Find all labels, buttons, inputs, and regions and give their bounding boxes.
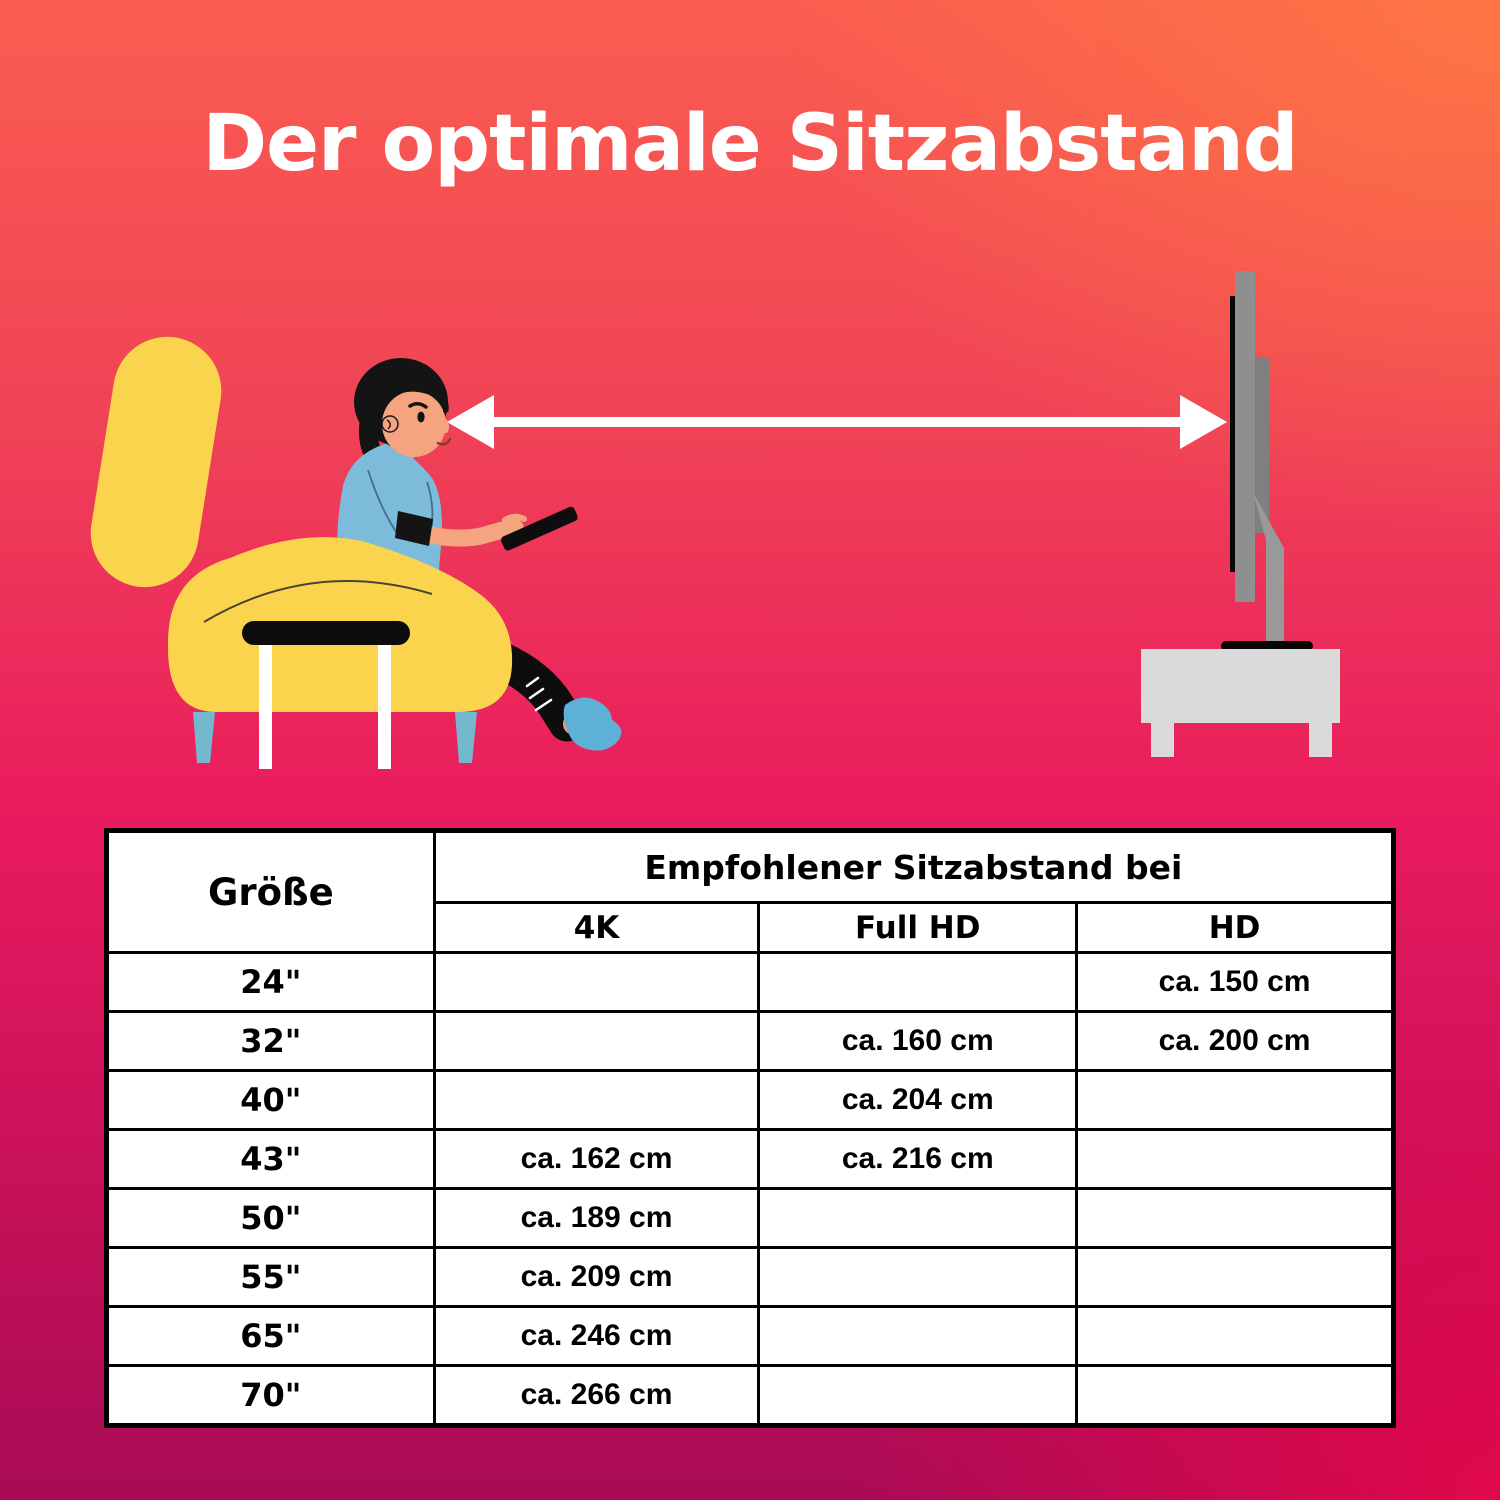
table-row: 50" ca. 189 cm — [105, 1186, 1395, 1249]
column-header-fullhd: Full HD — [757, 901, 1079, 954]
side-table — [242, 621, 410, 769]
size-cell: 24" — [105, 951, 436, 1013]
sock — [563, 697, 622, 751]
size-cell: 50" — [105, 1186, 436, 1249]
table-row: 43" ca. 162 cm ca. 216 cm — [105, 1127, 1395, 1190]
distance-cell — [1075, 1245, 1395, 1308]
chair-leg — [455, 712, 477, 763]
table-row: 40" ca. 204 cm — [105, 1068, 1395, 1131]
size-cell: 70" — [105, 1363, 436, 1428]
distance-cell: ca. 160 cm — [757, 1009, 1079, 1072]
sitzabstand-table-container: Größe Empfohlener Sitzabstand bei 4K Ful… — [104, 828, 1396, 1428]
distance-cell: ca. 216 cm — [757, 1127, 1079, 1190]
distance-cell — [1075, 1304, 1395, 1367]
distance-cell — [432, 951, 761, 1013]
distance-cell: ca. 200 cm — [1075, 1009, 1395, 1072]
distance-cell — [757, 1245, 1079, 1308]
chair-leg — [193, 712, 215, 763]
size-cell: 32" — [105, 1009, 436, 1072]
distance-cell: ca. 150 cm — [1075, 951, 1395, 1013]
tv-screen-edge — [1230, 296, 1235, 572]
person-on-armchair-illustration — [90, 336, 622, 769]
column-header-groesse: Größe — [105, 829, 436, 954]
table-row: 24" ca. 150 cm — [105, 951, 1395, 1013]
distance-cell — [1075, 1127, 1395, 1190]
distance-arrow-icon — [447, 395, 1227, 449]
table-row: 32" ca. 160 cm ca. 200 cm — [105, 1009, 1395, 1072]
column-header-hd: HD — [1075, 901, 1395, 954]
size-cell: 65" — [105, 1304, 436, 1367]
distance-cell — [757, 1304, 1079, 1367]
distance-cell: ca. 266 cm — [432, 1363, 761, 1428]
distance-cell: ca. 162 cm — [432, 1127, 761, 1190]
size-cell: 40" — [105, 1068, 436, 1131]
column-header-4k: 4K — [432, 901, 761, 954]
table-row: 70" ca. 266 cm — [105, 1363, 1395, 1428]
size-cell: 55" — [105, 1245, 436, 1308]
table-row: 65" ca. 246 cm — [105, 1304, 1395, 1367]
distance-cell: ca. 246 cm — [432, 1304, 761, 1367]
column-group-header: Empfohlener Sitzabstand bei — [432, 829, 1396, 904]
distance-cell — [757, 951, 1079, 1013]
size-cell: 43" — [105, 1127, 436, 1190]
tv-cabinet — [1141, 649, 1340, 723]
distance-cell: ca. 209 cm — [432, 1245, 761, 1308]
illustration-scene — [90, 271, 1340, 769]
sitzabstand-table: Größe Empfohlener Sitzabstand bei 4K Ful… — [104, 828, 1396, 1428]
distance-cell — [1075, 1186, 1395, 1249]
distance-cell — [1075, 1363, 1395, 1428]
distance-cell: ca. 204 cm — [757, 1068, 1079, 1131]
tv-side-view-illustration — [1141, 271, 1340, 757]
table-body: 24" ca. 150 cm 32" ca. 160 cm ca. 200 cm 40" c… — [105, 951, 1395, 1428]
remote-control — [501, 506, 578, 551]
distance-cell: ca. 189 cm — [432, 1186, 761, 1249]
distance-cell — [432, 1009, 761, 1072]
distance-cell — [757, 1363, 1079, 1428]
distance-cell — [432, 1068, 761, 1131]
page-title: Der optimale Sitzabstand — [202, 99, 1298, 189]
armchair-back — [90, 336, 222, 588]
table-row: 55" ca. 209 cm — [105, 1245, 1395, 1308]
distance-cell — [757, 1186, 1079, 1249]
distance-cell — [1075, 1068, 1395, 1131]
